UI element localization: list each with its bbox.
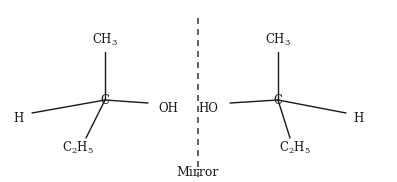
Text: HO: HO (198, 102, 218, 114)
Text: H: H (13, 112, 23, 124)
Text: C: C (100, 94, 110, 106)
Text: C$_2$H$_5$: C$_2$H$_5$ (279, 140, 311, 156)
Text: C: C (274, 94, 283, 106)
Text: C$_2$H$_5$: C$_2$H$_5$ (62, 140, 94, 156)
Text: OH: OH (158, 102, 178, 114)
Text: Mirror: Mirror (177, 165, 219, 179)
Text: CH$_3$: CH$_3$ (265, 32, 291, 48)
Text: H: H (353, 112, 363, 124)
Text: CH$_3$: CH$_3$ (92, 32, 118, 48)
